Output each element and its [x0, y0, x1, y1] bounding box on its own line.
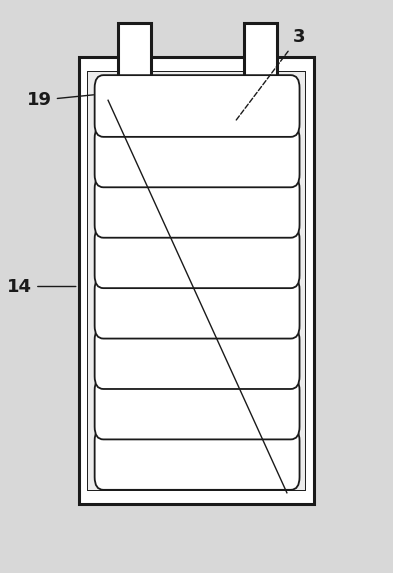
Bar: [244, 23, 277, 89]
Text: 3: 3: [235, 28, 305, 121]
FancyBboxPatch shape: [95, 226, 299, 288]
FancyBboxPatch shape: [95, 277, 299, 339]
Text: 14: 14: [7, 277, 76, 296]
Bar: [88, 72, 305, 490]
Text: 19: 19: [27, 91, 94, 109]
Bar: [88, 72, 305, 490]
FancyBboxPatch shape: [95, 75, 299, 137]
FancyBboxPatch shape: [95, 327, 299, 389]
FancyBboxPatch shape: [95, 428, 299, 490]
FancyBboxPatch shape: [95, 378, 299, 439]
Bar: [118, 23, 151, 89]
FancyBboxPatch shape: [95, 125, 299, 187]
FancyBboxPatch shape: [95, 176, 299, 238]
Bar: [79, 57, 314, 504]
